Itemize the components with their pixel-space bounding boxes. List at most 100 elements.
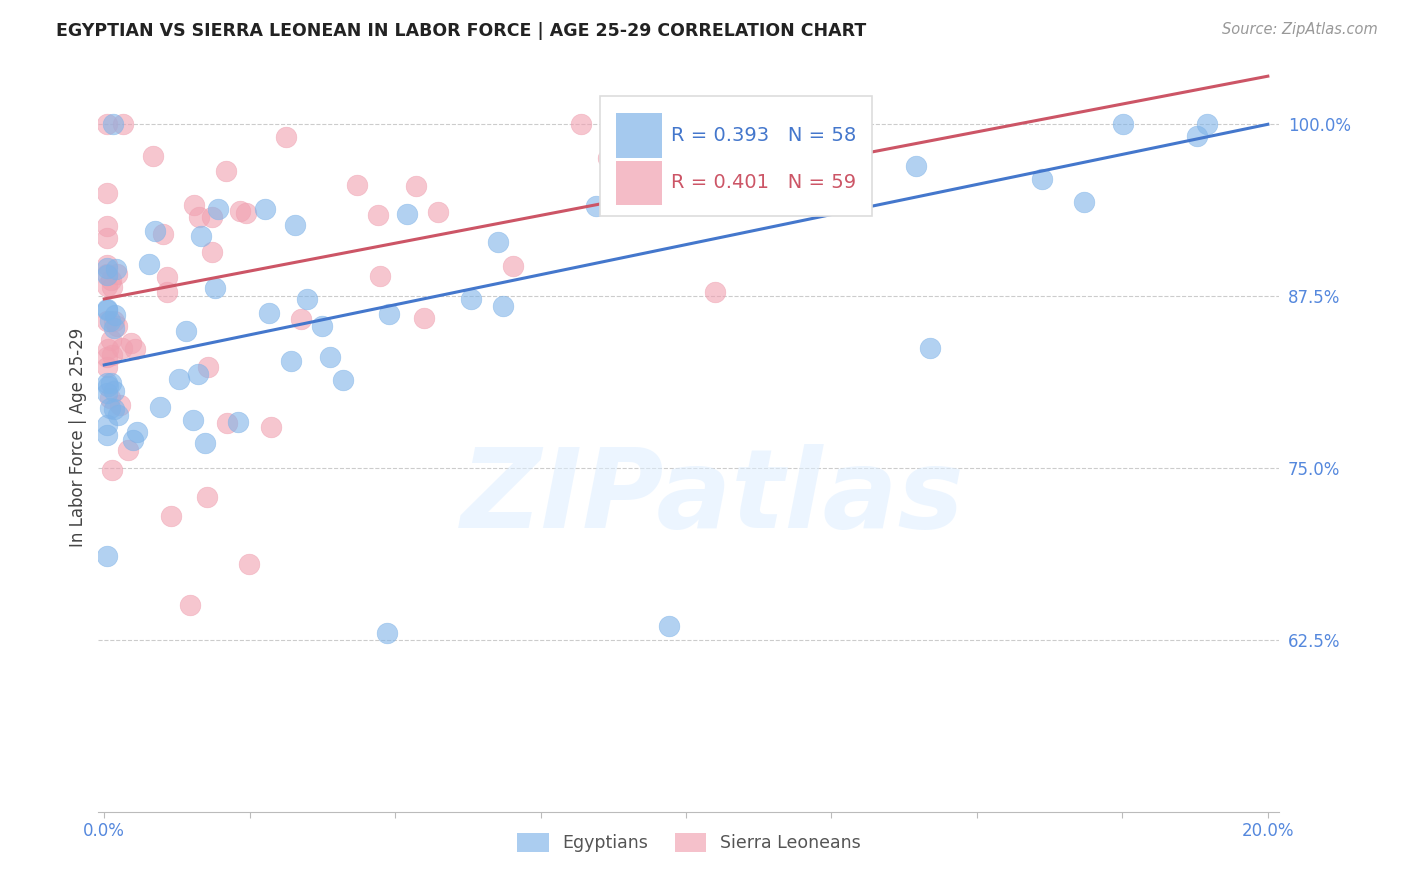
Egyptians xyxy=(96,549,118,563)
Sierra Leoneans xyxy=(117,443,139,458)
Sierra Leoneans xyxy=(101,463,124,477)
Egyptians xyxy=(295,292,318,306)
Sierra Leoneans xyxy=(156,270,179,285)
Sierra Leoneans xyxy=(413,310,436,325)
Sierra Leoneans xyxy=(96,186,118,201)
FancyBboxPatch shape xyxy=(600,96,872,216)
Egyptians xyxy=(96,302,118,317)
Egyptians xyxy=(460,293,482,307)
Egyptians xyxy=(190,228,212,243)
Sierra Leoneans xyxy=(183,197,205,211)
Sierra Leoneans xyxy=(101,280,124,294)
Sierra Leoneans xyxy=(426,205,449,219)
Sierra Leoneans xyxy=(142,149,165,163)
Sierra Leoneans xyxy=(96,351,118,365)
Egyptians xyxy=(121,434,143,448)
Egyptians xyxy=(377,307,399,321)
Egyptians xyxy=(1195,117,1218,131)
Sierra Leoneans xyxy=(346,178,368,193)
Egyptians xyxy=(167,372,190,386)
Sierra Leoneans xyxy=(98,391,121,405)
Egyptians xyxy=(103,320,125,334)
Egyptians xyxy=(375,626,398,640)
Sierra Leoneans xyxy=(96,267,118,281)
Sierra Leoneans xyxy=(101,348,124,362)
Sierra Leoneans xyxy=(96,231,118,245)
Sierra Leoneans xyxy=(195,491,218,505)
Sierra Leoneans xyxy=(96,279,118,293)
Egyptians xyxy=(96,427,118,442)
Egyptians xyxy=(830,117,852,131)
Egyptians xyxy=(1112,117,1135,131)
Sierra Leoneans xyxy=(626,117,648,131)
Sierra Leoneans xyxy=(621,145,644,160)
Egyptians xyxy=(228,416,250,430)
Egyptians xyxy=(1185,128,1208,143)
Sierra Leoneans xyxy=(179,599,201,613)
Egyptians xyxy=(284,218,307,232)
Y-axis label: In Labor Force | Age 25-29: In Labor Force | Age 25-29 xyxy=(69,327,87,547)
Sierra Leoneans xyxy=(290,312,312,326)
Egyptians xyxy=(1073,194,1095,209)
Sierra Leoneans xyxy=(238,558,260,572)
Sierra Leoneans xyxy=(229,204,252,219)
Sierra Leoneans xyxy=(105,267,128,281)
Sierra Leoneans xyxy=(96,360,118,375)
Egyptians xyxy=(98,401,121,416)
Sierra Leoneans xyxy=(704,285,727,300)
Egyptians xyxy=(194,436,217,450)
Sierra Leoneans xyxy=(367,208,389,222)
Legend: Egyptians, Sierra Leoneans: Egyptians, Sierra Leoneans xyxy=(510,826,868,859)
Egyptians xyxy=(148,400,170,414)
Egyptians xyxy=(107,408,129,422)
FancyBboxPatch shape xyxy=(616,113,662,158)
Sierra Leoneans xyxy=(502,259,524,273)
Sierra Leoneans xyxy=(215,164,238,178)
Sierra Leoneans xyxy=(100,333,122,347)
Egyptians xyxy=(97,378,120,392)
Sierra Leoneans xyxy=(571,117,593,131)
Sierra Leoneans xyxy=(187,210,209,224)
Sierra Leoneans xyxy=(112,117,135,131)
Egyptians xyxy=(96,386,118,401)
Sierra Leoneans xyxy=(260,420,283,434)
Egyptians xyxy=(204,281,226,295)
Sierra Leoneans xyxy=(96,258,118,272)
Egyptians xyxy=(254,202,277,216)
Egyptians xyxy=(332,373,354,387)
Sierra Leoneans xyxy=(274,129,297,144)
Sierra Leoneans xyxy=(200,210,222,224)
Egyptians xyxy=(96,417,118,432)
Egyptians xyxy=(259,305,281,319)
Egyptians xyxy=(138,257,160,271)
Egyptians xyxy=(311,319,333,334)
Sierra Leoneans xyxy=(103,314,125,328)
Egyptians xyxy=(105,262,128,277)
Egyptians xyxy=(101,117,124,131)
Egyptians xyxy=(486,235,509,249)
Egyptians xyxy=(1031,171,1053,186)
Sierra Leoneans xyxy=(156,285,179,299)
Egyptians xyxy=(920,341,942,355)
Sierra Leoneans xyxy=(159,508,181,523)
Text: R = 0.401   N = 59: R = 0.401 N = 59 xyxy=(671,173,856,192)
Egyptians xyxy=(492,299,515,313)
Egyptians xyxy=(395,207,418,221)
Egyptians xyxy=(318,351,340,365)
Sierra Leoneans xyxy=(215,416,238,430)
Sierra Leoneans xyxy=(235,206,257,220)
Sierra Leoneans xyxy=(370,269,392,284)
Egyptians xyxy=(181,413,204,427)
Sierra Leoneans xyxy=(96,117,118,131)
Sierra Leoneans xyxy=(108,398,131,412)
Egyptians xyxy=(125,425,148,440)
Egyptians xyxy=(98,314,121,328)
Egyptians xyxy=(658,619,681,633)
Egyptians xyxy=(103,384,125,399)
Sierra Leoneans xyxy=(197,360,219,375)
Egyptians xyxy=(96,268,118,282)
Egyptians xyxy=(96,376,118,390)
Sierra Leoneans xyxy=(111,341,134,355)
Sierra Leoneans xyxy=(120,336,142,351)
Egyptians xyxy=(103,401,125,416)
